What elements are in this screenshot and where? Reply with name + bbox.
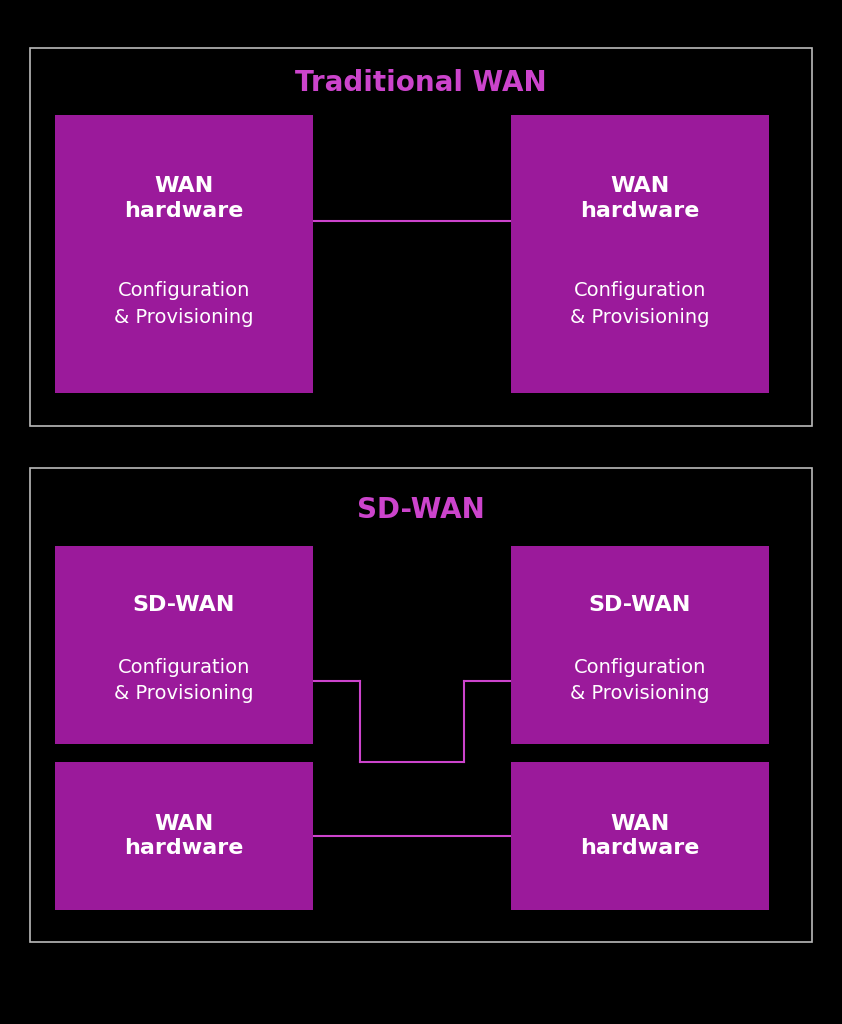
Bar (511, 115, 769, 393)
Text: Configuration
& Provisioning: Configuration & Provisioning (115, 657, 253, 703)
Bar (30, 48, 812, 426)
Bar (30, 468, 812, 942)
Bar (511, 546, 769, 744)
Bar (55, 762, 313, 910)
Text: SD-WAN: SD-WAN (589, 595, 691, 615)
Text: Traditional WAN: Traditional WAN (296, 69, 546, 97)
Text: SD-WAN: SD-WAN (133, 595, 235, 615)
Text: WAN
hardware: WAN hardware (125, 814, 243, 858)
Text: Configuration
& Provisioning: Configuration & Provisioning (570, 657, 710, 703)
Text: SD-WAN: SD-WAN (357, 496, 485, 524)
Text: Configuration
& Provisioning: Configuration & Provisioning (115, 282, 253, 327)
Bar (55, 546, 313, 744)
Bar (55, 115, 313, 393)
Text: WAN
hardware: WAN hardware (580, 814, 700, 858)
Text: WAN
hardware: WAN hardware (580, 176, 700, 221)
Bar (511, 762, 769, 910)
Text: WAN
hardware: WAN hardware (125, 176, 243, 221)
Text: Configuration
& Provisioning: Configuration & Provisioning (570, 282, 710, 327)
